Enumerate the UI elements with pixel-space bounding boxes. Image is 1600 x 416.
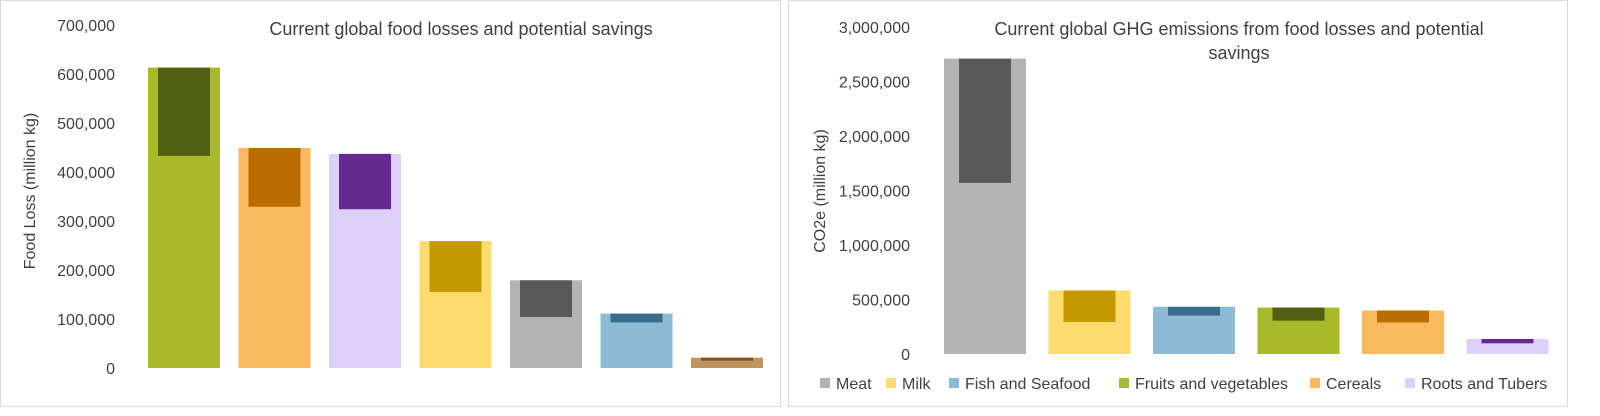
y-tick-label: 500,000 bbox=[852, 293, 910, 310]
y-axis-label: CO2e (million kg) bbox=[812, 129, 829, 253]
y-tick-label: 600,000 bbox=[57, 67, 115, 84]
legend-swatch-meat bbox=[820, 378, 830, 388]
chart-title: Current global food losses and potential… bbox=[269, 19, 652, 39]
y-tick-label: 1,500,000 bbox=[839, 184, 910, 201]
bar-pulses-savings bbox=[701, 357, 753, 361]
bar-cereals-savings bbox=[1377, 310, 1429, 323]
bar-milk-savings bbox=[429, 241, 482, 293]
ghg-emissions-chart-panel: Current global GHG emissions from food l… bbox=[788, 0, 1568, 407]
food-loss-chart-panel: Current global food losses and potential… bbox=[0, 0, 781, 407]
chart-title-line-2: savings bbox=[1208, 43, 1269, 63]
y-tick-label: 0 bbox=[901, 347, 910, 364]
legend-label-meat: Meat bbox=[836, 376, 872, 393]
y-tick-label: 1,000,000 bbox=[839, 238, 910, 255]
legend-label-roots-and-tubers: Roots and Tubers bbox=[1421, 376, 1547, 393]
bar-fish-and-seafood-savings bbox=[1168, 306, 1220, 316]
y-tick-label: 3,000,000 bbox=[839, 20, 910, 37]
legend-label-fruits-and-vegetables: Fruits and vegetables bbox=[1135, 376, 1288, 393]
chart-title-line-1: Current global GHG emissions from food l… bbox=[994, 19, 1483, 39]
bar-fish-and-seafood-total bbox=[600, 313, 673, 368]
food-loss-chart: Current global food losses and potential… bbox=[22, 18, 763, 378]
legend-swatch-cereals bbox=[1310, 378, 1320, 388]
legend-swatch-milk bbox=[886, 378, 896, 388]
y-tick-label: 2,000,000 bbox=[839, 129, 910, 146]
y-tick-label: 300,000 bbox=[57, 214, 115, 231]
y-tick-label: 500,000 bbox=[57, 116, 115, 133]
bar-cereals-savings bbox=[248, 147, 301, 207]
y-tick-label: 100,000 bbox=[57, 312, 115, 329]
legend-label-milk: Milk bbox=[902, 376, 931, 393]
y-tick-label: 2,500,000 bbox=[839, 75, 910, 92]
y-tick-label: 0 bbox=[106, 361, 115, 378]
bar-fruits-and-vegetables-savings bbox=[1272, 307, 1325, 321]
bar-fruits-and-vegetables-savings bbox=[158, 67, 210, 156]
bar-milk-savings bbox=[1063, 290, 1116, 323]
bar-fish-and-seafood-savings bbox=[610, 313, 663, 323]
y-tick-label: 200,000 bbox=[57, 263, 115, 280]
legend-label-fish-and-seafood: Fish and Seafood bbox=[965, 376, 1090, 393]
bar-meat-savings bbox=[959, 58, 1011, 183]
y-tick-label: 400,000 bbox=[57, 165, 115, 182]
legend-swatch-fish-and-seafood bbox=[949, 378, 959, 388]
bar-roots-and-tubers-savings bbox=[1481, 338, 1534, 344]
ghg-emissions-chart: Current global GHG emissions from food l… bbox=[812, 19, 1549, 393]
bar-pulses-total bbox=[691, 357, 763, 368]
bar-meat-savings bbox=[520, 280, 572, 318]
y-axis-label: Food Loss (million kg) bbox=[22, 113, 39, 270]
legend-label-cereals: Cereals bbox=[1326, 376, 1381, 393]
legend-swatch-fruits-and-vegetables bbox=[1119, 378, 1129, 388]
bar-roots-and-tubers-savings bbox=[339, 153, 391, 210]
legend-swatch-roots-and-tubers bbox=[1405, 378, 1415, 388]
y-tick-label: 700,000 bbox=[57, 18, 115, 35]
